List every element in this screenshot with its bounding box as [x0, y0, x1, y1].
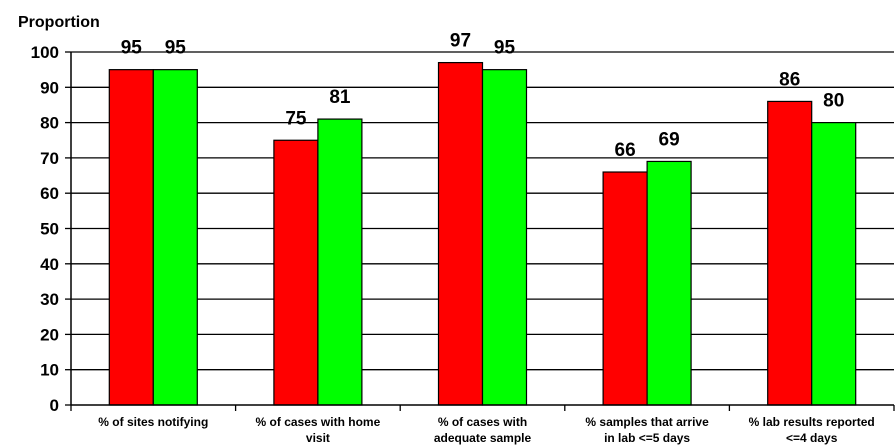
bar-series-1 [108, 69, 154, 406]
y-tick-label: 50 [40, 220, 59, 239]
y-tick-label: 100 [31, 43, 59, 62]
y-tick-label: 80 [40, 114, 59, 133]
x-category-label-line: % of cases with home [256, 415, 381, 429]
bar-series-2 [152, 69, 198, 406]
data-label: 81 [329, 87, 351, 108]
data-label: 86 [779, 69, 800, 90]
x-category-label-line: % lab results reported [749, 415, 875, 429]
data-labels: 95 75 97 66 86 95 81 95 69 80 [121, 31, 845, 161]
y-tick-labels: 0 10 20 30 40 50 60 70 80 90 100 [31, 43, 59, 415]
data-label: 97 [450, 31, 471, 52]
x-category-label: % of cases with home visit [256, 415, 381, 445]
y-tick-label: 30 [40, 290, 59, 309]
x-category-label-line: % samples that arrive [585, 415, 709, 429]
bar-series-1 [767, 100, 813, 406]
bar-series-2 [481, 69, 528, 406]
x-category-label: % samples that arrive in lab <=5 days [585, 415, 709, 445]
x-category-label-line: adequate sample [434, 431, 532, 445]
y-tick-label: 10 [40, 361, 59, 380]
bar-series-2 [317, 118, 363, 406]
x-category-label: % lab results reported <=4 days [749, 415, 875, 445]
bar-series-2 [811, 121, 857, 406]
data-label: 66 [615, 140, 636, 161]
x-category-label-line: <=4 days [786, 431, 838, 445]
x-category-label-line: visit [306, 431, 330, 445]
bars [108, 61, 857, 406]
y-axis-label: Proportion [18, 14, 100, 31]
y-tick-label: 90 [40, 78, 59, 97]
x-category-label: % of cases with adequate sample [434, 415, 532, 445]
x-category-label-line: % of sites notifying [98, 415, 208, 429]
bar-series-1 [602, 171, 648, 406]
y-tick-label: 60 [40, 184, 59, 203]
data-label: 69 [659, 129, 680, 150]
y-tick-label: 40 [40, 255, 59, 274]
data-label: 95 [165, 38, 187, 59]
bar-series-2 [646, 160, 692, 406]
y-tick-label: 20 [40, 325, 59, 344]
y-tick-label: 0 [50, 396, 59, 415]
data-label: 80 [823, 91, 844, 112]
bar-series-1 [273, 139, 319, 406]
x-category-label-line: in lab <=5 days [604, 431, 690, 445]
x-category-label-line: % of cases with [438, 415, 527, 429]
data-label: 75 [285, 108, 307, 129]
axes [65, 51, 895, 411]
x-category-label: % of sites notifying [98, 415, 208, 429]
y-tick-label: 70 [40, 149, 59, 168]
bar-series-1 [437, 61, 484, 406]
category-labels: % of sites notifying % of cases with home… [98, 415, 874, 445]
data-label: 95 [121, 38, 143, 59]
data-label: 95 [494, 38, 516, 59]
